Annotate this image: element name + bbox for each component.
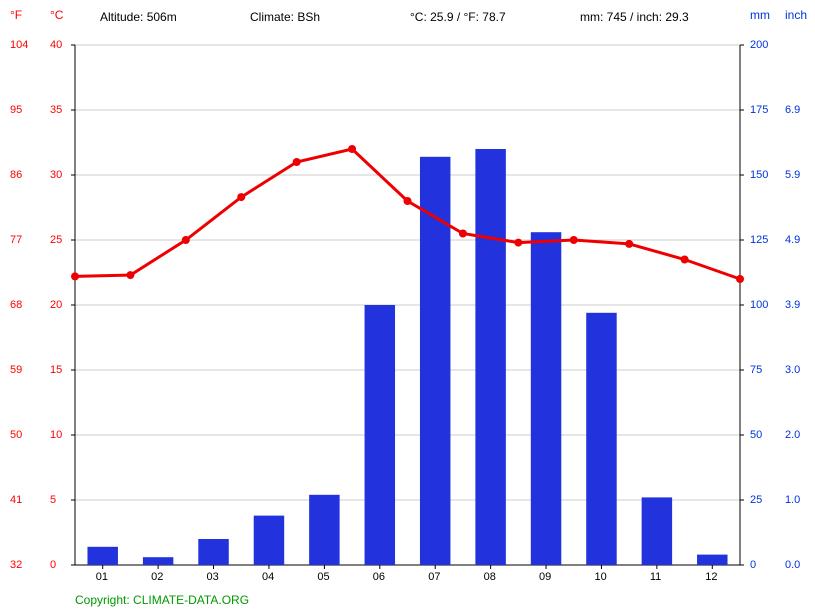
tick-label: 41	[10, 494, 22, 506]
tick-label: 15	[50, 364, 62, 376]
tick-label: 09	[539, 571, 551, 583]
chart-svg	[0, 0, 815, 611]
tick-label: 40	[50, 39, 62, 51]
tick-label: 5	[50, 494, 56, 506]
tick-label: 02	[151, 571, 163, 583]
tick-label: 12	[705, 571, 717, 583]
tick-label: 25	[750, 494, 762, 506]
tick-label: 75	[750, 364, 762, 376]
tick-label: 3.9	[785, 299, 800, 311]
tick-label: 100	[750, 299, 768, 311]
tick-label: 68	[10, 299, 22, 311]
tick-label: 6.9	[785, 104, 800, 116]
tick-label: 01	[96, 571, 108, 583]
copyright-text: Copyright: CLIMATE-DATA.ORG	[75, 593, 249, 607]
tick-label: 0	[50, 559, 56, 571]
tick-label: 10	[594, 571, 606, 583]
tick-label: 200	[750, 39, 768, 51]
tick-label: 104	[10, 39, 28, 51]
tick-label: 3.0	[785, 364, 800, 376]
tick-label: 06	[373, 571, 385, 583]
tick-label: 2.0	[785, 429, 800, 441]
tick-label: 0	[750, 559, 756, 571]
tick-label: 50	[750, 429, 762, 441]
tick-label: 03	[207, 571, 219, 583]
tick-label: 11	[650, 571, 661, 583]
climate-chart: Altitude: 506m Climate: BSh °C: 25.9 / °…	[0, 0, 815, 611]
tick-label: 59	[10, 364, 22, 376]
tick-label: 150	[750, 169, 768, 181]
tick-label: 32	[10, 559, 22, 571]
tick-label: 86	[10, 169, 22, 181]
tick-label: 77	[10, 234, 22, 246]
tick-label: 125	[750, 234, 768, 246]
tick-label: 07	[428, 571, 440, 583]
tick-label: 4.9	[785, 234, 800, 246]
tick-label: 35	[50, 104, 62, 116]
tick-label: 05	[317, 571, 329, 583]
tick-label: 5.9	[785, 169, 800, 181]
tick-label: 0.0	[785, 559, 800, 571]
tick-label: 175	[750, 104, 768, 116]
tick-label: 04	[262, 571, 274, 583]
tick-label: 95	[10, 104, 22, 116]
tick-label: 20	[50, 299, 62, 311]
tick-label: 08	[484, 571, 496, 583]
tick-label: 30	[50, 169, 62, 181]
tick-label: 1.0	[785, 494, 800, 506]
tick-label: 10	[50, 429, 62, 441]
tick-label: 50	[10, 429, 22, 441]
tick-label: 25	[50, 234, 62, 246]
